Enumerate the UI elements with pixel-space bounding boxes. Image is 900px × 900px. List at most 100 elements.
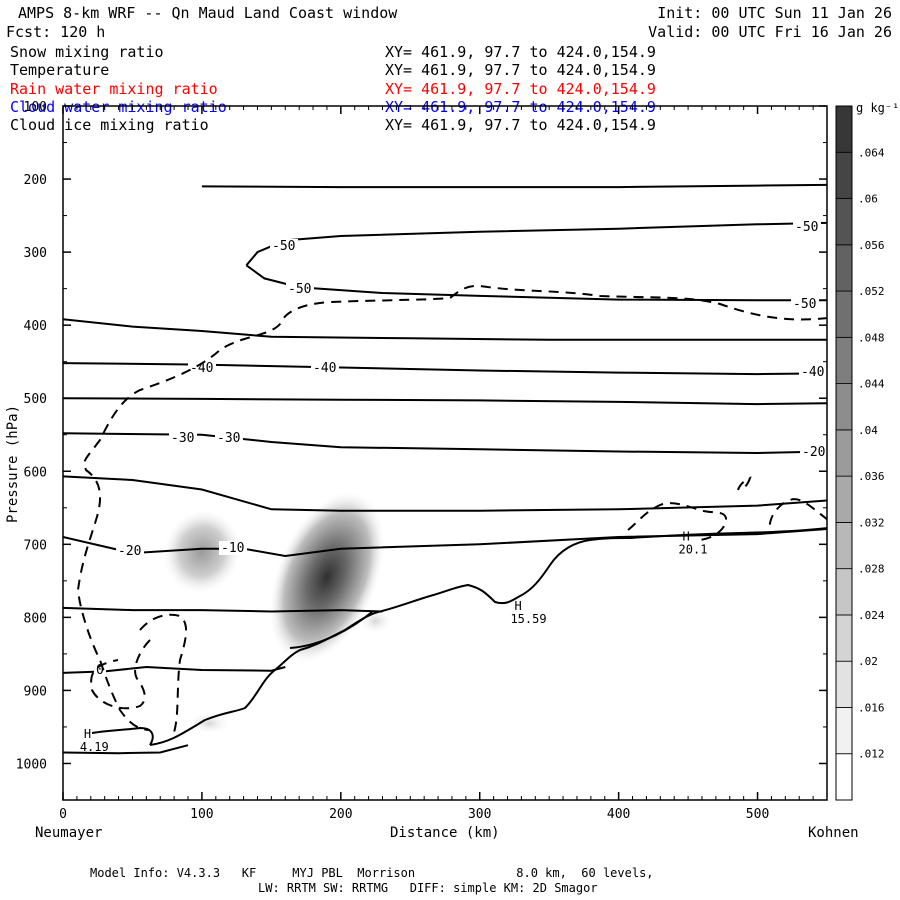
endpoint-right: Kohnen: [808, 825, 859, 841]
y-tick-label: 1000: [16, 757, 47, 772]
colorbar-segment: [835, 614, 853, 662]
temperature-contour--40: [63, 362, 827, 376]
colorbar-label: .056: [858, 239, 885, 252]
x-tick-label: 100: [190, 807, 213, 822]
x-tick-label: 0: [59, 807, 67, 822]
contour-label: -40: [190, 361, 213, 376]
cloud-ice-contour: [737, 476, 752, 491]
legend-name-cloud-ice: Cloud ice mixing ratio: [10, 116, 209, 134]
y-tick-label: 300: [24, 246, 47, 261]
legend-xy-temperature: XY= 461.9, 97.7 to 424.0,154.9: [385, 61, 656, 79]
legend-name-snow: Snow mixing ratio: [10, 43, 164, 61]
colorbar-segment: [835, 660, 853, 708]
shading-maximum-1: [163, 510, 241, 594]
legend-xy-cloud-water: XY= 461.9, 97.7 to 424.0,154.9: [385, 98, 656, 116]
x-tick-label: 200: [329, 807, 352, 822]
colorbar-segment: [835, 753, 853, 801]
contour-label-bg: [219, 541, 247, 555]
colorbar-segment: [835, 475, 853, 523]
colorbar-segment: [835, 151, 853, 199]
shading-minor: [188, 713, 229, 734]
model-physics: LW: RRTM SW: RRTMG DIFF: simple KM: 2D S…: [258, 881, 598, 895]
terrain-profile: [149, 527, 827, 746]
high-marker: H: [683, 530, 690, 544]
temperature-contour--50: [245, 221, 827, 266]
legend-xy-rain: XY= 461.9, 97.7 to 424.0,154.9: [385, 80, 656, 98]
contour-label: -50: [288, 282, 311, 297]
legend-xy-snow: XY= 461.9, 97.7 to 424.0,154.9: [385, 43, 656, 61]
temperature-contour--50: [245, 264, 827, 302]
contour-label: -20: [802, 445, 825, 460]
high-value: 15.59: [510, 612, 546, 626]
y-tick-label: 400: [24, 319, 47, 334]
colorbar-label: .024: [858, 609, 885, 622]
colorbar-segment: [835, 707, 853, 755]
colorbar-unit: g kg⁻¹: [856, 101, 900, 115]
colorbar-label: .028: [858, 563, 885, 576]
contour-label-bg: [116, 544, 144, 558]
contour-label-bg: [169, 431, 197, 445]
terrain-profile-detail: [91, 726, 154, 746]
y-tick-label: 900: [24, 684, 47, 699]
x-axis-label: Distance (km): [390, 825, 500, 841]
y-tick-label: 200: [24, 173, 47, 188]
colorbar-segment: [835, 290, 853, 338]
temperature-contour--40: [63, 397, 827, 406]
contour-label: -10: [221, 541, 244, 556]
colorbar-label: .016: [858, 701, 885, 714]
colorbar-frame: [835, 105, 853, 801]
y-tick-label: 700: [24, 538, 47, 553]
colorbar-label: .064: [858, 146, 885, 159]
temperature-contour--40: [63, 318, 827, 341]
contour-label: -50: [795, 220, 818, 235]
high-marker: H: [514, 599, 521, 613]
plot-frame: [62, 105, 828, 801]
y-axis-label: Pressure (hPa): [5, 404, 21, 523]
valid-time: Valid: 00 UTC Fri 16 Jan 26: [648, 23, 892, 41]
colorbar-label: .032: [858, 516, 885, 529]
forecast-hour: Fcst: 120 h: [6, 23, 106, 41]
legend-name-temperature: Temperature: [10, 61, 110, 79]
contour-label: -40: [313, 361, 336, 376]
model-info: Model Info: V4.3.3 KF MYJ PBL Morrison 8…: [90, 866, 654, 880]
high-marker: H: [84, 727, 91, 741]
contour-label-bg: [791, 297, 819, 311]
colorbar-segment: [835, 198, 853, 246]
contour-label: -30: [171, 431, 194, 446]
y-tick-label: 600: [24, 465, 47, 480]
legend-name-rain: Rain water mixing ratio: [10, 80, 218, 98]
temperature-contour--20: [63, 606, 383, 613]
temperature-contour--30: [63, 475, 827, 512]
colorbar-label: .048: [858, 331, 885, 344]
y-tick-label: 100: [24, 100, 47, 115]
colorbar-segment: [835, 522, 853, 570]
contour-label-bg: [286, 282, 314, 296]
contour-label-bg: [800, 445, 827, 459]
high-value: 4.19: [80, 740, 109, 754]
contour-label: 0: [96, 663, 104, 678]
colorbar-segment: [835, 568, 853, 616]
contour-label: -40: [801, 365, 824, 380]
y-tick-label: 500: [24, 392, 47, 407]
colorbar-segment: [835, 429, 853, 477]
colorbar-label: .06: [858, 193, 878, 206]
legend-name-cloud-water: Cloud water mixing ratio: [10, 98, 227, 116]
contour-label-bg: [311, 361, 339, 375]
cloud-ice-contour: [76, 284, 827, 731]
x-tick-label: 500: [746, 807, 769, 822]
contour-label-bg: [188, 361, 216, 375]
colorbar-segment: [835, 244, 853, 292]
x-tick-label: 300: [468, 807, 491, 822]
colorbar-label: .044: [858, 378, 885, 391]
legend-xy-cloud-ice: XY= 461.9, 97.7 to 424.0,154.9: [385, 116, 656, 134]
contour-label-bg: [270, 239, 298, 253]
colorbar-segment: [835, 105, 853, 153]
colorbar-segment: [835, 336, 853, 385]
temperature-contour--50: [201, 183, 827, 189]
y-tick-label: 800: [24, 611, 47, 626]
contour-label-bg: [793, 220, 821, 234]
colorbar-label: .036: [858, 470, 885, 483]
contour-label-bg: [215, 431, 243, 445]
